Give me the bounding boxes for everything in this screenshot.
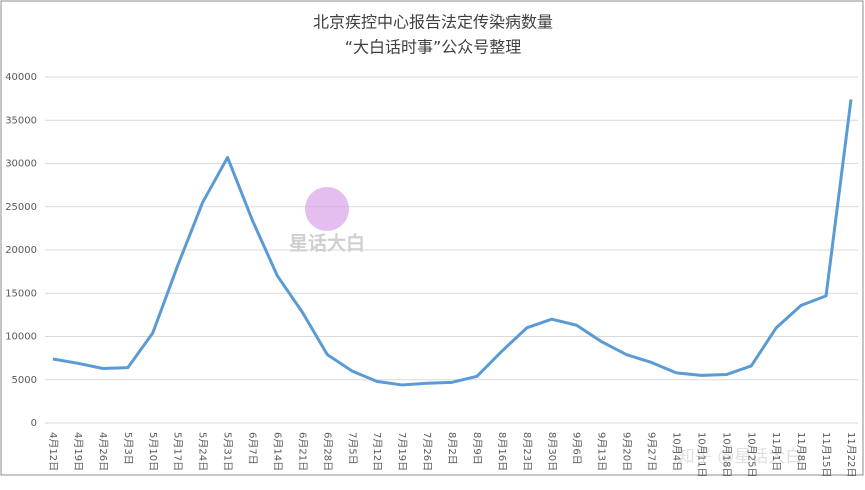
y-tick-label: 25000 (5, 202, 37, 213)
y-tick-label: 5000 (12, 375, 37, 386)
x-tick-label: 4月12日 (47, 432, 59, 471)
x-tick-label: 9月13日 (596, 432, 608, 471)
y-tick-label: 35000 (5, 115, 37, 126)
x-tick-label: 6月14日 (271, 432, 283, 471)
x-tick-label: 8月9日 (471, 432, 483, 465)
x-tick-label: 11月22日 (845, 432, 857, 477)
watermark: 星话大白 (289, 232, 365, 255)
x-tick-label: 11月15日 (820, 432, 832, 477)
frame (0, 0, 864, 476)
x-tick-label: 5月3日 (122, 432, 134, 465)
watermark-logo (305, 187, 349, 231)
y-tick-label: 10000 (5, 332, 37, 343)
x-tick-label: 5月24日 (197, 432, 209, 471)
x-tick-label: 10月4日 (670, 432, 682, 471)
x-tick-label: 10月18日 (720, 432, 732, 477)
x-tick-label: 8月30日 (546, 432, 558, 471)
x-tick-label: 7月26日 (421, 432, 433, 471)
x-tick-label: 8月23日 (521, 432, 533, 471)
watermark: 知乎 @星话大白 (678, 447, 802, 467)
y-tick-label: 30000 (5, 159, 37, 170)
x-tick-label: 7月12日 (371, 432, 383, 471)
x-tick-label: 7月5日 (346, 432, 358, 465)
x-tick-label: 4月26日 (97, 432, 109, 471)
x-tick-label: 5月31日 (222, 432, 234, 471)
x-tick-label: 5月17日 (172, 432, 184, 471)
y-tick-label: 0 (31, 418, 37, 429)
x-tick-label: 10月11日 (695, 432, 707, 477)
y-tick-label: 15000 (5, 288, 37, 299)
x-tick-label: 9月27日 (646, 432, 658, 471)
x-tick-label: 7月19日 (396, 432, 408, 471)
x-tick-label: 9月20日 (621, 432, 633, 471)
x-tick-label: 9月6日 (571, 432, 583, 465)
x-tick-label: 11月8日 (795, 432, 807, 471)
chart-subtitle: “大白话时事”公众号整理 (345, 38, 522, 57)
data-line (52, 99, 853, 387)
x-tick-label: 4月19日 (72, 432, 84, 471)
chart-title: 北京疾控中心报告法定传染病数量 (313, 13, 553, 32)
y-tick-label: 20000 (5, 245, 37, 256)
x-tick-label: 11月1日 (770, 432, 782, 471)
x-tick-label: 8月16日 (496, 432, 508, 471)
x-tick-label: 6月21日 (296, 432, 308, 471)
x-tick-label: 6月7日 (247, 432, 259, 465)
y-tick-label: 40000 (5, 72, 37, 83)
x-tick-label: 8月2日 (446, 432, 458, 465)
x-tick-label: 10月25日 (745, 432, 757, 477)
x-tick-label: 5月10日 (147, 432, 159, 471)
x-tick-label: 6月28日 (321, 432, 333, 471)
